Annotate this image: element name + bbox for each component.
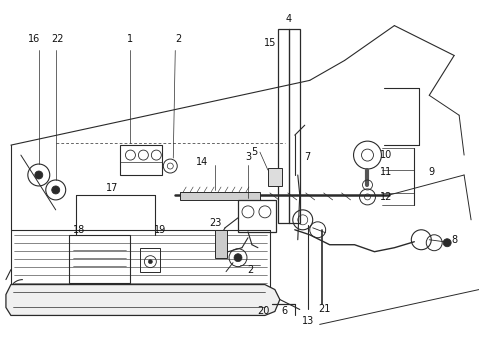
Text: 21: 21: [318, 304, 331, 314]
Text: 1: 1: [127, 34, 133, 44]
Bar: [69, 235, 131, 283]
Text: 23: 23: [209, 218, 221, 228]
Text: 9: 9: [428, 167, 434, 177]
Text: 6: 6: [282, 306, 288, 317]
Text: 15: 15: [264, 38, 276, 47]
Bar: [180, 192, 260, 200]
Text: 4: 4: [286, 14, 292, 24]
Circle shape: [52, 186, 60, 194]
Circle shape: [234, 254, 242, 261]
Text: 22: 22: [51, 34, 64, 44]
Text: 17: 17: [106, 183, 119, 193]
Bar: [140, 248, 160, 272]
Bar: [120, 145, 162, 175]
Circle shape: [148, 260, 152, 264]
Text: 18: 18: [72, 225, 85, 235]
Polygon shape: [6, 285, 280, 316]
Text: 7: 7: [305, 152, 311, 162]
Text: 19: 19: [154, 225, 167, 235]
Bar: [238, 200, 276, 232]
Text: 11: 11: [380, 167, 393, 177]
Text: 13: 13: [301, 316, 314, 326]
Text: 12: 12: [380, 192, 393, 202]
Text: 16: 16: [28, 34, 40, 44]
Bar: [268, 168, 282, 186]
Bar: [278, 28, 300, 223]
Bar: [215, 230, 227, 258]
Text: 8: 8: [451, 235, 457, 245]
Text: 20: 20: [258, 306, 270, 317]
Text: 2: 2: [247, 265, 253, 274]
Text: 2: 2: [175, 34, 181, 44]
Text: 3: 3: [245, 152, 251, 162]
Circle shape: [443, 239, 451, 247]
Circle shape: [35, 171, 43, 179]
Text: 14: 14: [196, 157, 208, 167]
Text: 10: 10: [380, 150, 393, 160]
Text: 5: 5: [251, 147, 257, 157]
